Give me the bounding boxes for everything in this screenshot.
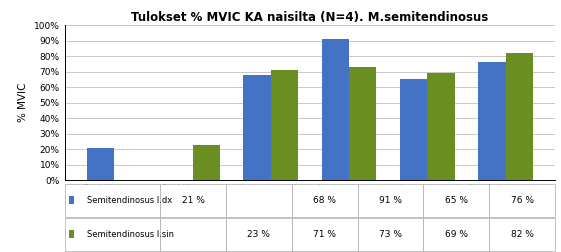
Text: 91 %: 91 % [379, 196, 402, 205]
Bar [489, 184, 555, 217]
Bar [349, 67, 376, 180]
Bar [357, 184, 424, 217]
Text: 73 %: 73 % [379, 230, 402, 239]
Bar [87, 148, 114, 180]
Text: 65 %: 65 % [445, 196, 468, 205]
Bar [271, 70, 298, 180]
Text: 69 %: 69 % [445, 230, 468, 239]
Bar [489, 218, 555, 251]
Text: 23 %: 23 % [247, 230, 270, 239]
Bar [243, 75, 271, 180]
Text: Semitendinosus l.dx: Semitendinosus l.dx [86, 196, 172, 205]
Bar [70, 230, 74, 238]
Bar [226, 184, 292, 217]
Text: 21 %: 21 % [182, 196, 205, 205]
Bar [65, 218, 160, 251]
Bar [160, 184, 226, 217]
Bar [479, 62, 505, 180]
Bar [424, 218, 489, 251]
Bar [357, 218, 424, 251]
Bar [292, 184, 357, 217]
Y-axis label: % MVIC: % MVIC [18, 83, 28, 122]
Bar [505, 53, 533, 180]
Title: Tulokset % MVIC KA naisilta (N=4). M.semitendinosus: Tulokset % MVIC KA naisilta (N=4). M.sem… [131, 11, 489, 24]
Bar [427, 73, 455, 180]
Text: Semitendinosus l.sin: Semitendinosus l.sin [86, 230, 173, 239]
Bar [292, 218, 357, 251]
Bar [424, 184, 489, 217]
Bar [160, 218, 226, 251]
Bar [65, 184, 160, 217]
Text: 68 %: 68 % [313, 196, 336, 205]
Bar [400, 79, 427, 180]
Bar [70, 196, 74, 204]
Bar [226, 218, 292, 251]
Text: 82 %: 82 % [511, 230, 534, 239]
Bar [192, 145, 220, 180]
Text: 71 %: 71 % [313, 230, 336, 239]
Text: 76 %: 76 % [511, 196, 534, 205]
Bar [321, 39, 349, 180]
